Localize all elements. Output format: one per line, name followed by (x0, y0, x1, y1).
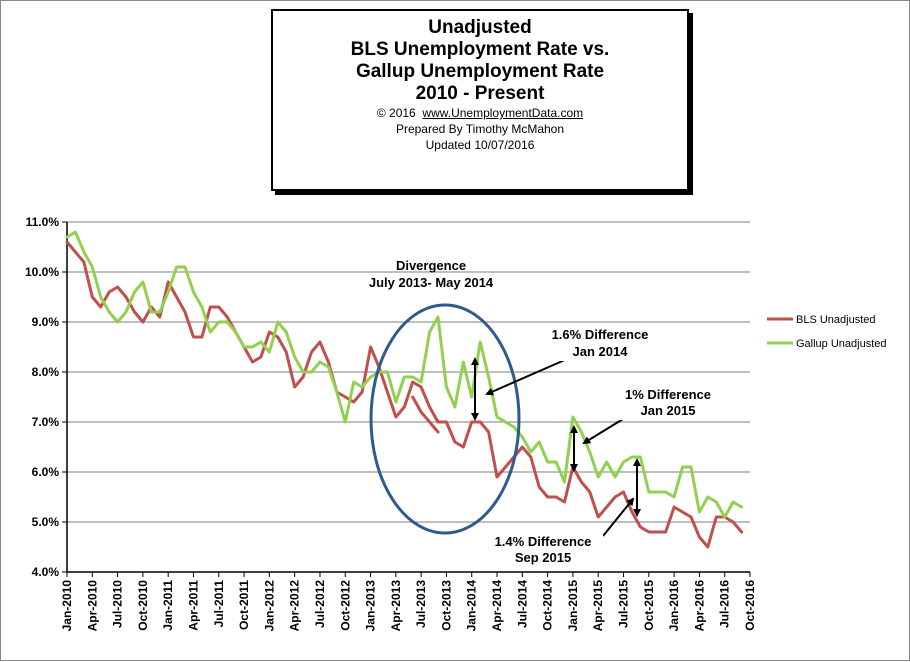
y-tick-label: 11.0% (26, 215, 60, 229)
diff-2014-pointer (485, 358, 568, 396)
x-tick-label: Apr-2016 (692, 580, 706, 632)
y-tick-label: 7.0% (32, 415, 60, 429)
x-tick-label: Jul-2015 (617, 580, 631, 628)
updated-date: Updated 10/07/2016 (425, 138, 535, 152)
x-tick-label: Oct-2010 (136, 580, 150, 631)
y-tick-label: 10.0% (25, 265, 59, 279)
title-box: Unadjusted BLS Unemployment Rate vs. Gal… (271, 9, 689, 191)
x-tick-label: Jan-2011 (161, 580, 175, 631)
prepared-by: Prepared By Timothy McMahon (395, 122, 565, 136)
divergence-label: Divergence (396, 258, 466, 273)
divergence-range: July 2013- May 2014 (369, 275, 494, 290)
y-tick-label: 8.0% (32, 365, 60, 379)
x-tick-label: Jan-2016 (667, 580, 681, 632)
divergence-ellipse (369, 303, 521, 535)
title-line-2: BLS Unemployment Rate vs. (350, 39, 610, 60)
y-tick-label: 4.0% (32, 565, 60, 579)
x-tick-label: Apr-2014 (490, 580, 504, 632)
x-tick-label: Jan-2015 (566, 580, 580, 632)
legend-gallup-label: Gallup Unadjusted (796, 338, 887, 350)
site-link[interactable]: www.UnemploymentData.com (422, 106, 584, 120)
diff-2015b-pointer (602, 497, 635, 537)
x-tick-label: Apr-2010 (85, 580, 99, 632)
x-tick-label: Jul-2013 (414, 580, 428, 628)
diff-2015-pointer (582, 418, 624, 445)
diff-2014-box (531, 323, 665, 361)
y-tick-label: 6.0% (32, 465, 60, 479)
x-tick-label: Jan-2010 (60, 580, 74, 632)
x-tick-label: Jan-2013 (364, 580, 378, 632)
x-tick-label: Jul-2012 (313, 580, 327, 628)
x-tick-label: Oct-2015 (642, 580, 656, 631)
x-tick-label: Jan-2014 (465, 580, 479, 632)
diff-2015b-box (479, 531, 603, 567)
copyright-line: © 2016 www.UnemploymentData.com (273, 105, 687, 121)
x-tick-label: Oct-2011 (237, 580, 251, 630)
x-tick-label: Oct-2013 (439, 580, 453, 631)
x-tick-label: Jan-2012 (262, 580, 276, 632)
x-tick-label: Apr-2011 (186, 580, 200, 631)
y-tick-label: 9.0% (32, 315, 60, 329)
x-tick-label: Apr-2015 (591, 580, 605, 632)
diff-2015b-date: Sep 2015 (515, 550, 571, 565)
title-line-3: Gallup Unemployment Rate (355, 61, 605, 82)
x-tick-label: Apr-2013 (389, 580, 403, 632)
diff-2015-box (613, 384, 731, 420)
diff-2014-date: Jan 2014 (573, 344, 629, 359)
diff-2015b-label: 1.4% Difference (495, 534, 592, 549)
x-tick-label: Apr-2012 (288, 580, 302, 632)
diff-2015-label: 1% Difference (625, 387, 711, 402)
diff-2014-label: 1.6% Difference (552, 327, 649, 342)
bls-segment (411, 395, 440, 434)
x-tick-label: Jul-2016 (718, 580, 732, 628)
copyright: © 2016 (376, 106, 416, 120)
title-line-4: 2010 - Present (415, 83, 545, 104)
x-tick-label: Oct-2014 (541, 580, 555, 631)
title-line-1: Unadjusted (428, 17, 532, 38)
x-tick-label: Jul-2010 (111, 580, 125, 628)
diff-2015-date: Jan 2015 (641, 403, 696, 418)
x-tick-label: Jul-2011 (212, 580, 226, 628)
gallup-line (65, 230, 744, 519)
legend-bls-label: BLS Unadjusted (796, 314, 876, 326)
x-tick-label: Oct-2016 (743, 580, 757, 631)
y-tick-label: 5.0% (32, 515, 60, 529)
x-tick-label: Jul-2014 (515, 580, 529, 628)
x-tick-label: Oct-2012 (338, 580, 352, 631)
